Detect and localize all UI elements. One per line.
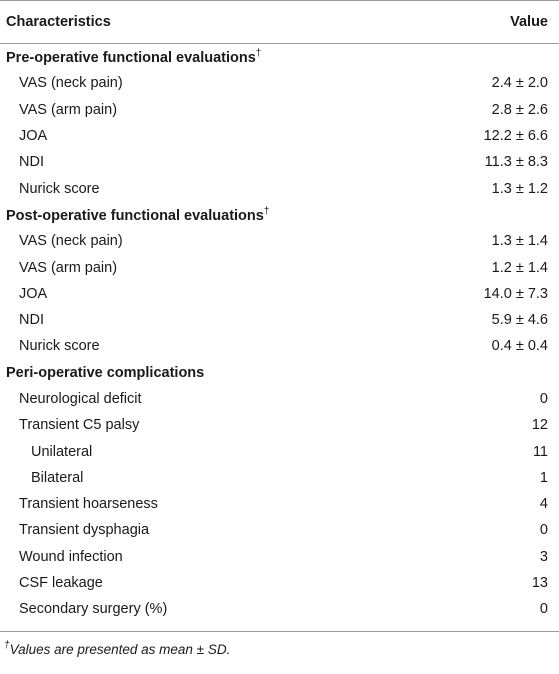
- row-value: 2.4 ± 2.0: [491, 75, 548, 92]
- row-label: Transient C5 palsy: [19, 417, 140, 434]
- row-label: Bilateral: [31, 469, 84, 486]
- table-row: Wound infection 3: [0, 544, 559, 570]
- table-row: NDI 5.9 ± 4.6: [0, 307, 559, 333]
- section-title-text: Pre-operative functional evaluations: [6, 50, 256, 67]
- table-row: Transient hoarseness 4: [0, 491, 559, 517]
- row-label: Transient hoarseness: [19, 496, 158, 513]
- row-label: Wound infection: [19, 548, 123, 565]
- row-value: 0.4 ± 0.4: [491, 338, 548, 355]
- table-row: Nurick score 1.3 ± 1.2: [0, 175, 559, 201]
- header-row: Characteristics Value: [0, 0, 559, 44]
- section-title-text: Post-operative functional evaluations: [6, 207, 264, 224]
- table-row: Bilateral 1: [0, 465, 559, 491]
- row-label: Nurick score: [19, 180, 100, 197]
- table-row: Neurological deficit 0: [0, 386, 559, 412]
- section-title: Peri-operative complications: [6, 365, 204, 381]
- row-label: Nurick score: [19, 338, 100, 355]
- row-value: 1.3 ± 1.4: [491, 233, 548, 250]
- section-row: Post-operative functional evaluations†: [0, 202, 559, 228]
- row-label: JOA: [19, 285, 48, 302]
- row-label: VAS (arm pain): [19, 259, 118, 276]
- row-label: NDI: [19, 312, 44, 329]
- row-value: 0: [539, 522, 548, 539]
- row-label: Transient dysphagia: [19, 522, 150, 539]
- table-row: NDI 11.3 ± 8.3: [0, 149, 559, 175]
- table-row: Transient C5 palsy 12: [0, 412, 559, 438]
- row-label: VAS (neck pain): [19, 75, 123, 92]
- footnote-text: Values are presented as mean ± SD.: [9, 641, 231, 657]
- row-label: Unilateral: [31, 443, 93, 460]
- section-title-text: Peri-operative complications: [6, 364, 205, 381]
- table-bottom-rule: [0, 623, 559, 632]
- table-row: VAS (arm pain) 2.8 ± 2.6: [0, 97, 559, 123]
- section-title: Post-operative functional evaluations†: [6, 206, 269, 224]
- row-value: 5.9 ± 4.6: [491, 312, 548, 329]
- row-value: 11: [532, 443, 548, 460]
- table-row: JOA 14.0 ± 7.3: [0, 281, 559, 307]
- footnote-marker: †: [4, 639, 10, 651]
- row-value: 13: [531, 575, 548, 592]
- section-row: Pre-operative functional evaluations†: [0, 44, 559, 70]
- footnote-marker: †: [263, 205, 270, 217]
- footnote: †Values are presented as mean ± SD.: [0, 632, 559, 657]
- row-value: 2.8 ± 2.6: [491, 101, 548, 118]
- table-row: VAS (neck pain) 2.4 ± 2.0: [0, 70, 559, 96]
- row-label: Neurological deficit: [19, 391, 142, 407]
- footnote-marker: †: [255, 48, 262, 60]
- table-row: VAS (arm pain) 1.2 ± 1.4: [0, 254, 559, 280]
- table-row: Transient dysphagia 0: [0, 517, 559, 543]
- table: Characteristics Value Pre-operative func…: [0, 0, 559, 632]
- row-value: 3: [539, 548, 548, 565]
- row-value: 4: [539, 496, 548, 513]
- table-row: Secondary surgery (%) 0: [0, 596, 559, 622]
- table-row: CSF leakage 13: [0, 570, 559, 596]
- header-cell: Value: [510, 14, 548, 30]
- row-value: 1.2 ± 1.4: [491, 259, 548, 276]
- row-value: 1.3 ± 1.2: [491, 180, 548, 197]
- row-value: 1: [539, 469, 548, 486]
- header-cell: Characteristics: [6, 14, 111, 30]
- row-value: 12.2 ± 6.6: [483, 128, 548, 145]
- row-label: JOA: [19, 128, 48, 145]
- row-label: Secondary surgery (%): [19, 601, 168, 618]
- row-value: 0: [539, 601, 548, 618]
- row-value: 0: [539, 391, 548, 407]
- section-title: Pre-operative functional evaluations†: [6, 48, 261, 66]
- row-label: CSF leakage: [19, 575, 103, 592]
- row-value: 14.0 ± 7.3: [483, 285, 548, 302]
- table-row: JOA 12.2 ± 6.6: [0, 123, 559, 149]
- table-row: VAS (neck pain) 1.3 ± 1.4: [0, 228, 559, 254]
- section-row: Peri-operative complications: [0, 360, 559, 386]
- row-value: 11.3 ± 8.3: [484, 154, 548, 171]
- table-row: Nurick score 0.4 ± 0.4: [0, 333, 559, 359]
- row-label: VAS (arm pain): [19, 101, 118, 118]
- row-value: 12: [531, 417, 548, 434]
- table-row: Unilateral 11: [0, 438, 559, 464]
- row-label: NDI: [19, 154, 44, 171]
- row-label: VAS (neck pain): [19, 233, 123, 250]
